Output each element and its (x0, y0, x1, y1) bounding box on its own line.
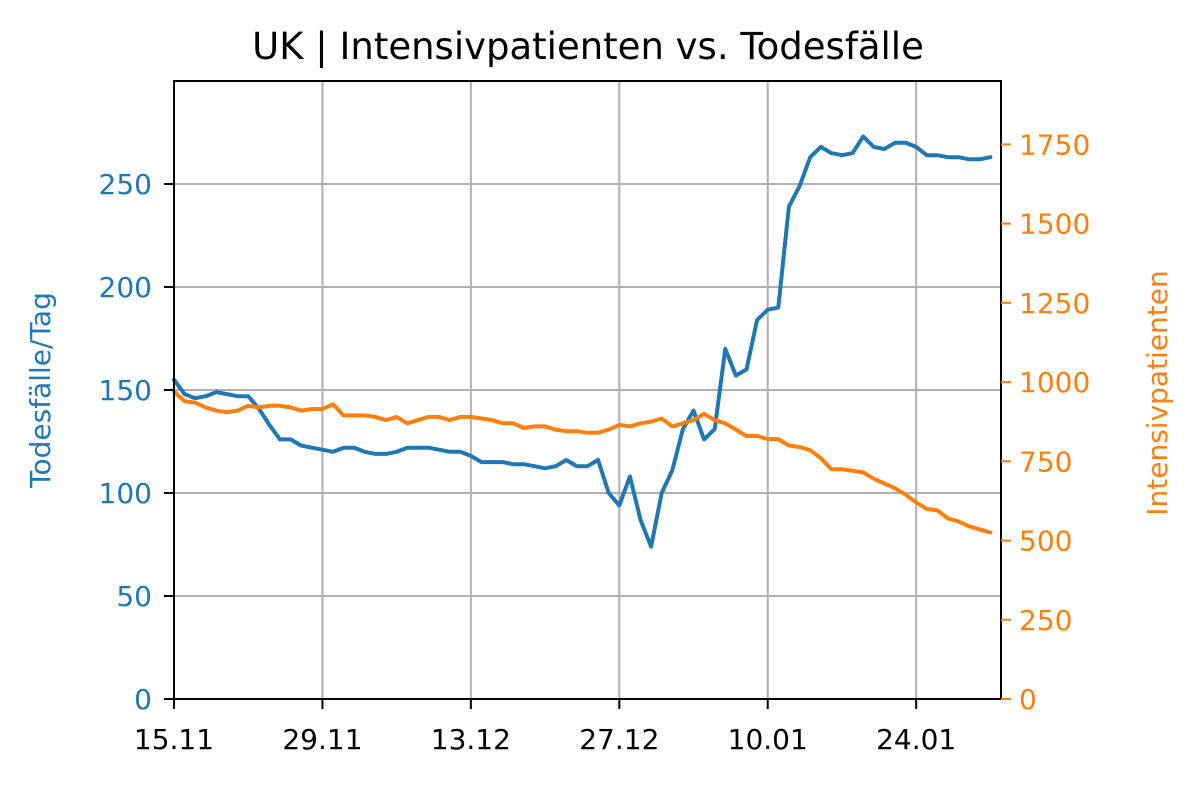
y-right-tick-label: 1250 (1019, 287, 1090, 320)
x-tick-label: 10.01 (728, 723, 808, 756)
x-tick-label: 15.11 (134, 723, 214, 756)
y-axis-left-label: Todesfälle/Tag (24, 292, 57, 489)
chart-title: UK | Intensivpatienten vs. Todesfälle (252, 25, 924, 68)
y-left-tick-label: 50 (116, 580, 152, 613)
y-left-tick-label: 200 (99, 271, 152, 304)
y-axis-right: 0 250 500 750 1000 1250 1500 1750 (1001, 128, 1090, 716)
series-layer (172, 134, 993, 549)
y-left-tick-label: 0 (134, 683, 152, 716)
grid (173, 81, 1001, 699)
x-axis: 15.11 29.11 13.12 27.12 10.01 24.01 (134, 699, 956, 756)
y-left-tick-label: 100 (99, 477, 152, 510)
x-tick-label: 13.12 (431, 723, 511, 756)
series-line-todesfaelle (172, 134, 993, 549)
y-axis-left: 0 50 100 150 200 250 (99, 168, 174, 716)
y-right-tick-label: 1000 (1019, 366, 1090, 399)
x-tick-label: 29.11 (282, 723, 362, 756)
y-left-tick-label: 150 (99, 374, 152, 407)
y-left-tick-label: 250 (99, 168, 152, 201)
y-right-tick-label: 0 (1019, 683, 1037, 716)
y-right-tick-label: 1500 (1019, 208, 1090, 241)
x-tick-label: 24.01 (876, 723, 956, 756)
y-right-tick-label: 500 (1019, 525, 1072, 558)
y-right-tick-label: 750 (1019, 445, 1072, 478)
x-tick-label: 27.12 (579, 723, 659, 756)
y-right-tick-label: 250 (1019, 604, 1072, 637)
series-line-intensivpatienten (172, 389, 993, 535)
y-right-tick-label: 1750 (1019, 128, 1090, 161)
y-axis-right-label: Intensivpatienten (1141, 270, 1174, 516)
